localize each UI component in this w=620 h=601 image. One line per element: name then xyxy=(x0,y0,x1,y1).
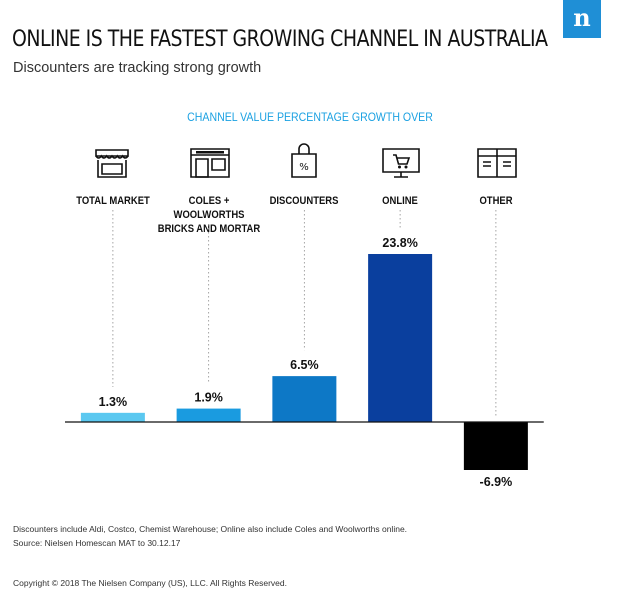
svg-text:%: % xyxy=(299,162,309,173)
monitor-cart-icon xyxy=(382,148,420,178)
category-label-total-market: TOTAL MARKET xyxy=(76,195,150,207)
page-subtitle: Discounters are tracking strong growth xyxy=(13,60,262,76)
storefront-icon xyxy=(95,149,129,178)
category-label-discounters: DISCOUNTERS xyxy=(269,195,339,207)
supermarket-icon xyxy=(190,148,230,178)
shop-window-icon xyxy=(477,148,517,178)
bar-coles-woolworths xyxy=(176,408,241,422)
value-label-total-market: 1.3% xyxy=(99,395,128,409)
bar-other xyxy=(463,422,528,470)
chart-title: CHANNEL VALUE PERCENTAGE GROWTH OVER xyxy=(187,110,433,124)
footnote-source: Source: Nielsen Homescan MAT to 30.12.17 xyxy=(13,538,181,548)
value-label-other: -6.9% xyxy=(480,475,513,489)
page-title: ONLINE IS THE FASTEST GROWING CHANNEL IN… xyxy=(12,26,548,52)
value-label-online: 23.8% xyxy=(382,236,417,250)
category-label-online: ONLINE xyxy=(382,195,418,207)
logo-letter: n xyxy=(573,3,591,32)
bar-online xyxy=(368,254,433,422)
footnote-definition: Discounters include Aldi, Costco, Chemis… xyxy=(13,524,408,534)
category-label-other: OTHER xyxy=(479,195,513,207)
value-label-discounters: 6.5% xyxy=(290,358,319,372)
value-label-coles-woolworths: 1.9% xyxy=(194,391,223,405)
shopping-bag-percent-icon: % xyxy=(291,143,317,178)
bar-total-market xyxy=(80,412,145,422)
nielsen-logo: n xyxy=(563,0,601,38)
bar-discounters xyxy=(272,376,337,422)
copyright: Copyright © 2018 The Nielsen Company (US… xyxy=(13,578,287,588)
